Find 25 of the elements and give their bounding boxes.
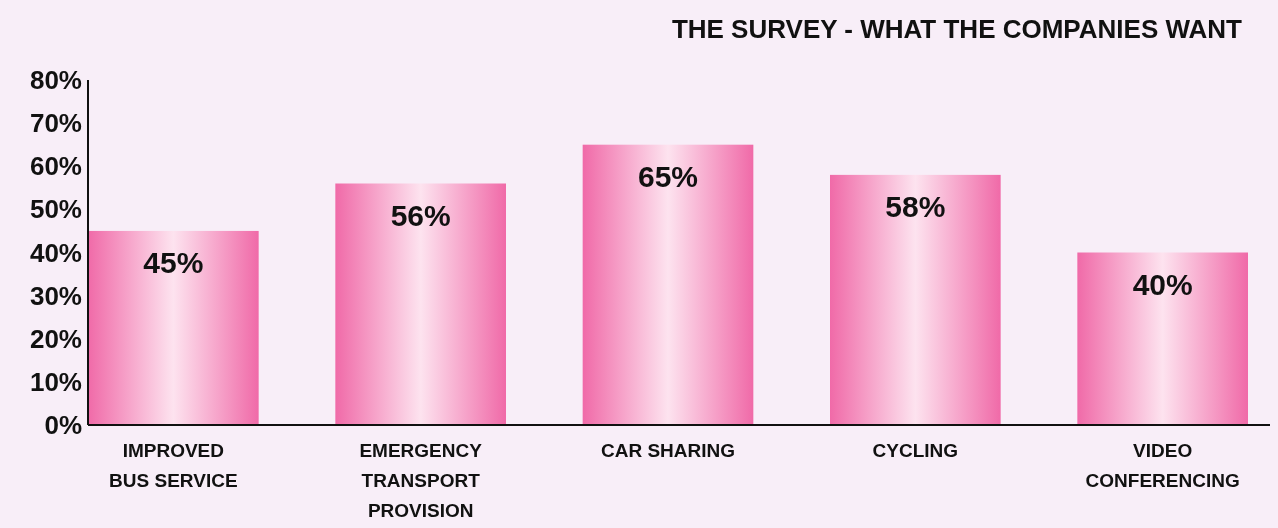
x-tick-label: IMPROVED BUS SERVICE <box>109 440 238 491</box>
data-label: 58% <box>885 189 946 223</box>
bar <box>1077 252 1248 425</box>
data-label: 45% <box>143 245 204 279</box>
x-tick-label: VIDEO CONFERENCING <box>1085 440 1240 491</box>
bar <box>88 230 259 425</box>
y-tick-label: 20% <box>29 323 82 354</box>
y-tick-label: 70% <box>29 108 82 139</box>
y-tick-label: 10% <box>29 366 82 397</box>
bar <box>582 144 754 425</box>
y-tick-label: 0% <box>44 410 82 441</box>
data-label: 40% <box>1132 267 1193 301</box>
y-tick-label: 60% <box>29 151 82 182</box>
y-tick-label: 30% <box>29 280 82 311</box>
x-tick-label: CAR SHARING <box>600 440 736 461</box>
x-tick-label: CYCLING <box>872 440 959 461</box>
data-label: 56% <box>390 198 451 232</box>
x-tick-label: EMERGENCY TRANSPORT PROVISION <box>359 440 483 521</box>
bar <box>335 183 506 425</box>
chart-title: THE SURVEY - WHAT THE COMPANIES WANT <box>671 14 1243 44</box>
y-tick-label: 50% <box>29 194 82 225</box>
data-label: 65% <box>637 159 699 193</box>
y-tick-label: 40% <box>29 237 82 268</box>
bar <box>830 174 1001 425</box>
y-tick-label: 80% <box>29 65 82 96</box>
